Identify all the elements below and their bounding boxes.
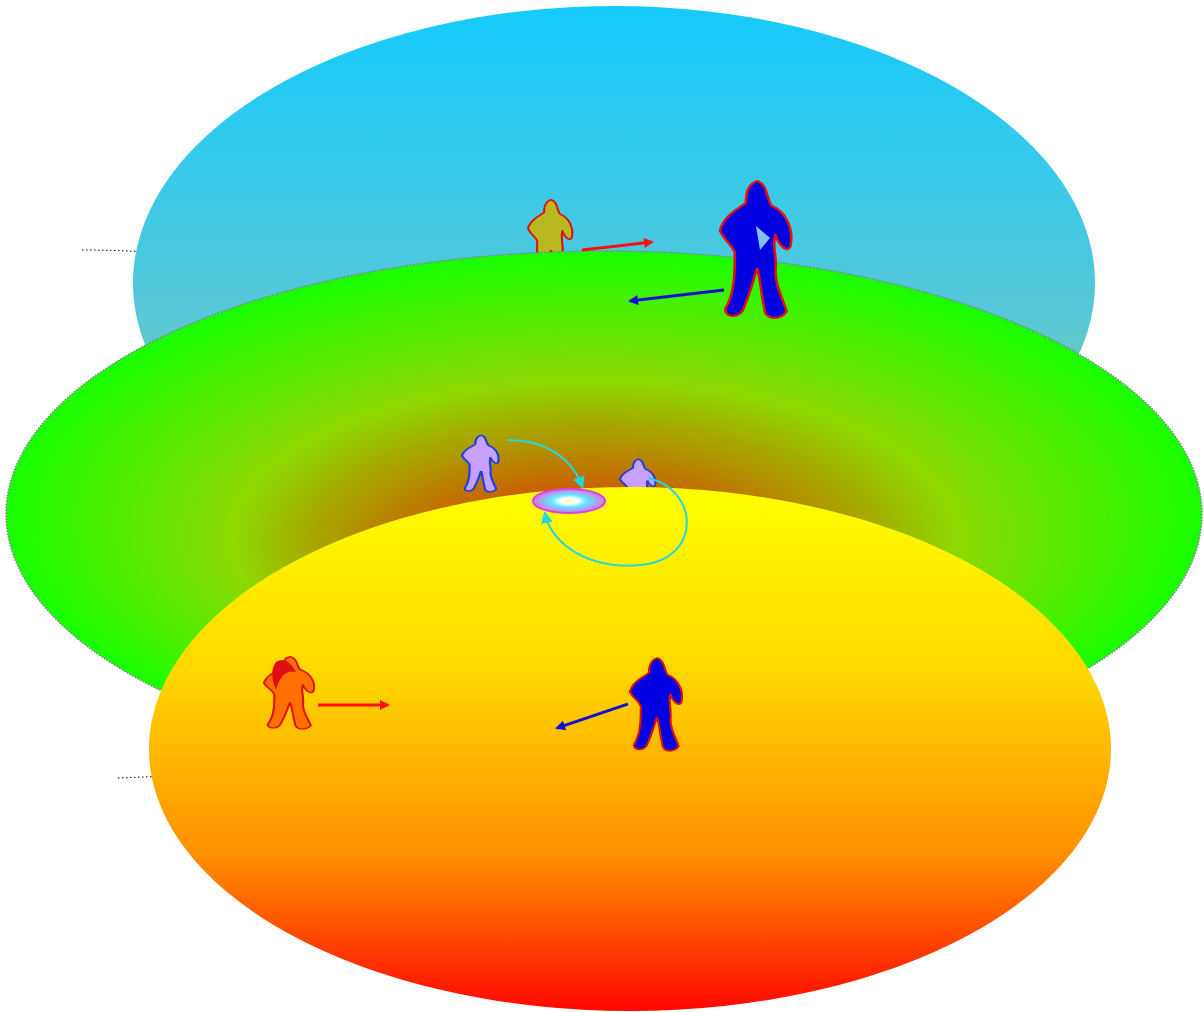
top-large-figure-highlight [756, 226, 770, 250]
top-blue-arrow [628, 288, 725, 306]
cyan-curve-left [507, 439, 585, 489]
bottom-layer [149, 487, 1111, 1011]
bottom-left-figure-top [272, 660, 296, 690]
top-red-arrow [581, 237, 654, 252]
bottom-blue-arrow [555, 702, 629, 731]
cyan-loop-right [541, 477, 688, 567]
guide-line-top-left [81, 249, 321, 293]
guide-line-bottom-left [117, 775, 171, 779]
disc [532, 488, 606, 514]
